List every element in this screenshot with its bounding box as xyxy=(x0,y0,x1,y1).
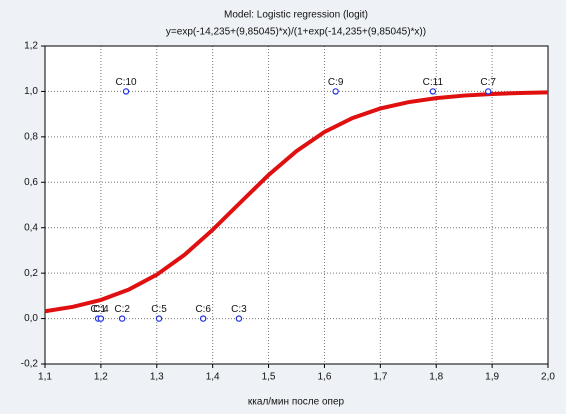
point-label: C:3 xyxy=(231,304,247,315)
y-tick-label: 0,0 xyxy=(24,313,38,324)
point xyxy=(122,88,130,95)
plot-area xyxy=(45,46,548,364)
point xyxy=(235,315,243,322)
point xyxy=(199,315,207,322)
x-axis-label: ккал/мин после опер xyxy=(248,397,345,408)
x-tick-label: 1,5 xyxy=(262,372,276,383)
y-tick-label: 0,4 xyxy=(24,222,38,233)
plot-frame xyxy=(44,45,549,365)
point-label: C:5 xyxy=(151,304,167,315)
point xyxy=(484,88,492,95)
x-tick-label: 1,3 xyxy=(150,372,164,383)
point xyxy=(155,315,163,322)
point-label: C:6 xyxy=(195,304,211,315)
x-tick-label: 1,8 xyxy=(429,372,443,383)
point-label: C:2 xyxy=(114,304,130,315)
x-tick-label: 1,2 xyxy=(94,372,108,383)
point xyxy=(97,315,105,322)
point-label: C:7 xyxy=(480,77,496,88)
x-tick-label: 1,6 xyxy=(317,372,331,383)
point xyxy=(429,88,437,95)
point xyxy=(332,88,339,95)
x-tick-label: 1,1 xyxy=(38,372,52,383)
x-tick-label: 1,4 xyxy=(206,372,220,383)
y-tick-label: 0,6 xyxy=(24,177,38,188)
chart-title: Model: Logistic regression (logit) xyxy=(224,10,368,21)
y-tick-label: 0,8 xyxy=(24,131,38,142)
point-label: C:1 xyxy=(90,304,106,315)
point-label: C:9 xyxy=(328,77,344,88)
x-tick-label: 1,9 xyxy=(485,372,499,383)
point-label: C:10 xyxy=(115,77,137,88)
x-tick-label: 2,0 xyxy=(541,372,555,383)
y-tick-label: 0,2 xyxy=(24,268,38,279)
fit-curve xyxy=(44,90,549,314)
y-tick-label: 1,0 xyxy=(24,86,38,97)
x-tick-label: 1,7 xyxy=(373,372,387,383)
y-tick-label: 1,2 xyxy=(24,41,38,52)
chart-subtitle: y=exp(-14,235+(9,85045)*x)/(1+exp(-14,23… xyxy=(166,27,426,38)
y-tick-label: -0,2 xyxy=(21,359,39,370)
point xyxy=(118,315,126,322)
point-label: C:11 xyxy=(423,77,444,88)
point-label: C:4 xyxy=(93,304,109,315)
